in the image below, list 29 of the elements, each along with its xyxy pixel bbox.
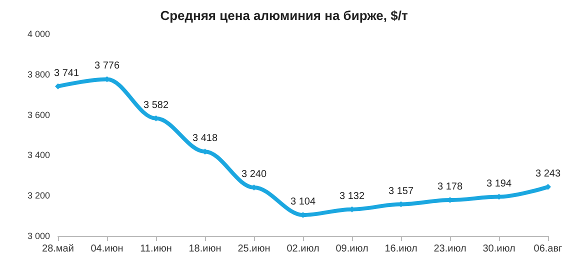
chart-title: Средняя цена алюминия на бирже, $/т [160, 8, 408, 23]
y-tick-label: 4 000 [27, 29, 50, 39]
data-label: 3 157 [388, 186, 414, 197]
data-label: 3 741 [54, 68, 80, 79]
y-tick-label: 3 000 [27, 231, 50, 241]
x-tick-label: 11.июн [140, 244, 172, 254]
data-label: 3 582 [143, 100, 169, 111]
x-tick-label: 16.июл [384, 244, 418, 254]
y-tick-label: 3 200 [27, 190, 50, 201]
data-label: 3 776 [94, 60, 120, 72]
y-tick-label: 3 800 [27, 69, 50, 80]
x-tick-label: 09.июл [336, 244, 368, 254]
x-tick-label: 30.июл [482, 244, 516, 254]
x-tick-label: 18.июн [188, 244, 222, 254]
data-label: 3 178 [437, 182, 463, 193]
x-tick-label: 04.июн [90, 244, 124, 254]
x-tick-label: 25.июн [238, 244, 270, 254]
x-tick-label: 06.авг [534, 244, 563, 254]
data-label: 3 418 [192, 133, 218, 144]
data-label: 3 240 [241, 169, 267, 180]
x-tick-label: 23.июл [434, 244, 466, 254]
y-tick-label: 3 400 [27, 150, 50, 160]
x-tick-label: 02.июл [286, 244, 320, 254]
data-label: 3 194 [486, 178, 512, 190]
data-label: 3 104 [290, 196, 316, 208]
data-label: 3 243 [535, 168, 561, 180]
x-tick-label: 28.май [42, 244, 74, 254]
data-label: 3 132 [339, 190, 365, 202]
y-tick-label: 3 600 [27, 110, 50, 120]
